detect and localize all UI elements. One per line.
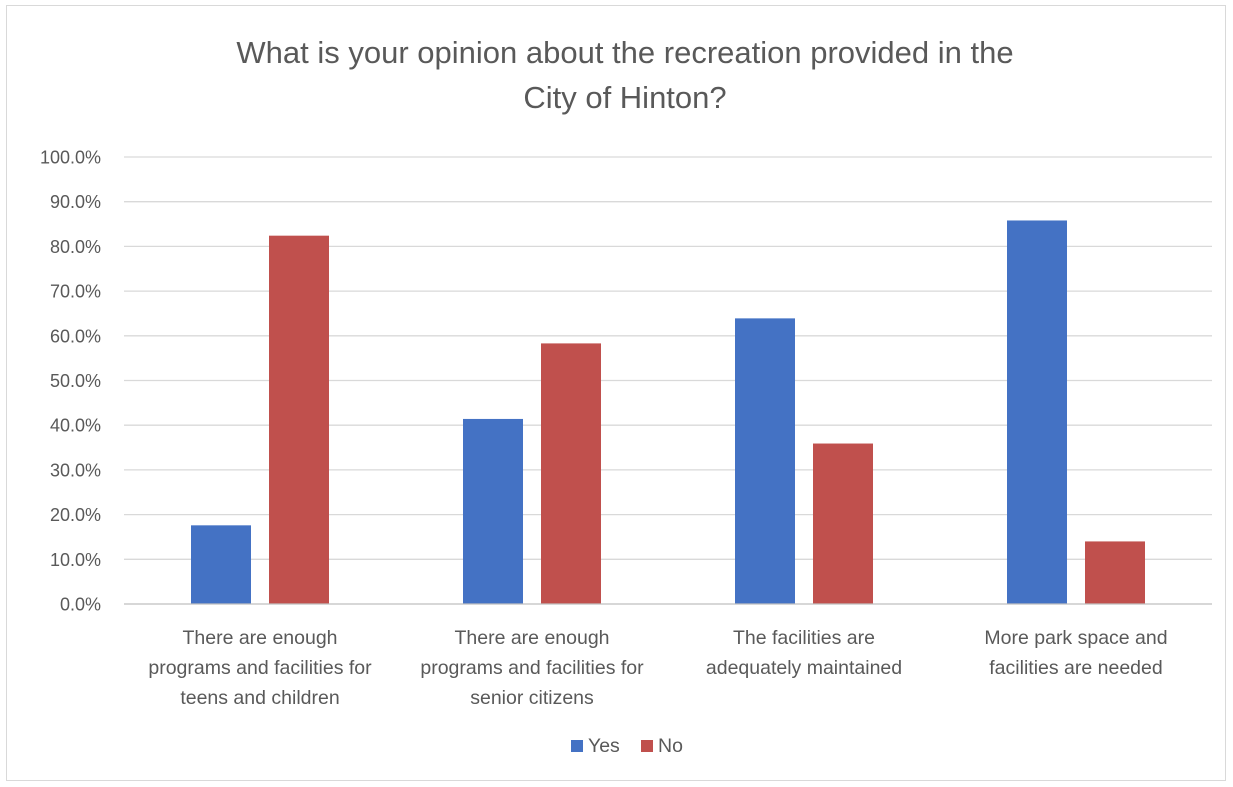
y-axis-tick-labels: 0.0% 10.0% 20.0% 30.0% 40.0% 50.0% 60.0% 70.0% 8… — [40, 148, 101, 615]
y-tick-label: 0.0% — [60, 595, 101, 615]
bars — [191, 220, 1145, 604]
bar-no-3 — [813, 443, 873, 604]
y-tick-label: 90.0% — [50, 192, 101, 212]
chart-title: What is your opinion about the recreatio… — [236, 35, 1013, 115]
x-category-label: There are enough — [182, 627, 337, 649]
bar-yes-3 — [735, 318, 795, 604]
x-axis-category-labels: There are enough programs and facilities … — [148, 627, 1167, 709]
chart-title-line-1: What is your opinion about the recreatio… — [236, 35, 1013, 70]
legend-swatch-yes — [571, 740, 583, 752]
x-category-label: programs and facilities for — [420, 657, 644, 679]
bar-no-1 — [269, 235, 329, 604]
x-category-label: senior citizens — [470, 687, 594, 709]
y-tick-label: 100.0% — [40, 148, 101, 168]
x-category-label: More park space and — [984, 627, 1167, 649]
legend-label-yes: Yes — [588, 735, 620, 757]
bar-no-4 — [1085, 541, 1145, 604]
x-category-label: programs and facilities for — [148, 657, 372, 679]
y-tick-label: 70.0% — [50, 282, 101, 302]
bar-yes-4 — [1007, 220, 1067, 604]
bar-yes-2 — [463, 418, 523, 604]
y-tick-label: 80.0% — [50, 237, 101, 257]
legend: Yes No — [571, 735, 683, 757]
bar-yes-1 — [191, 525, 251, 604]
y-tick-label: 50.0% — [50, 371, 101, 391]
y-tick-label: 40.0% — [50, 416, 101, 436]
x-category-label: The facilities are — [733, 627, 875, 649]
x-category-label: adequately maintained — [706, 657, 902, 679]
y-tick-label: 60.0% — [50, 326, 101, 346]
bar-no-2 — [541, 343, 601, 604]
y-tick-label: 10.0% — [50, 550, 101, 570]
y-tick-label: 20.0% — [50, 505, 101, 525]
chart-title-line-2: City of Hinton? — [523, 80, 726, 115]
x-category-label: facilities are needed — [989, 657, 1162, 679]
x-category-label: There are enough — [454, 627, 609, 649]
legend-label-no: No — [658, 735, 683, 757]
y-tick-label: 30.0% — [50, 460, 101, 480]
x-category-label: teens and children — [180, 687, 339, 709]
legend-swatch-no — [641, 740, 653, 752]
